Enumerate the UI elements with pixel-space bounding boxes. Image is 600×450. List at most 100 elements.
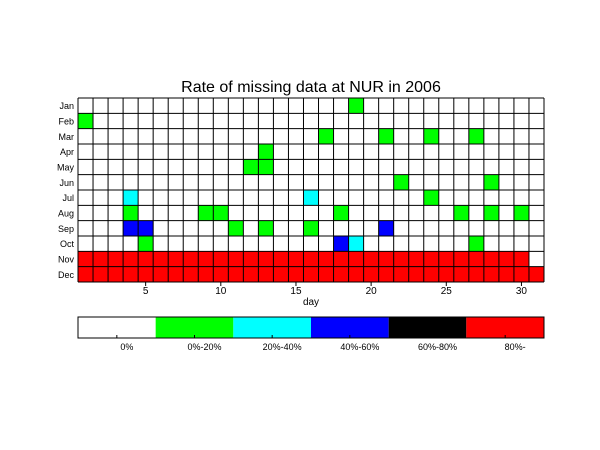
heatmap-cell-apr-28: [483, 144, 499, 160]
heatmap-cell-sep-9: [198, 220, 214, 236]
heatmap-cell-dec-18: [333, 266, 349, 282]
heatmap-cell-may-13: [258, 159, 274, 175]
heatmap-cell-sep-15: [288, 220, 304, 236]
heatmap-cell-jul-22: [393, 190, 409, 206]
heatmap-cell-nov-24: [423, 251, 439, 267]
heatmap-cell-nov-25: [438, 251, 454, 267]
day-tick-20: 20: [366, 286, 378, 297]
heatmap-cell-may-17: [318, 159, 334, 175]
heatmap-cell-nov-9: [198, 251, 214, 267]
heatmap-cell-aug-26: [453, 205, 469, 221]
heatmap-cell-sep-11: [228, 220, 244, 236]
heatmap-cell-may-2: [93, 159, 109, 175]
heatmap-cell-jun-25: [438, 174, 454, 190]
heatmap-cell-dec-16: [303, 266, 319, 282]
heatmap-cell-mar-9: [198, 128, 214, 144]
heatmap-cell-apr-17: [318, 144, 334, 160]
legend-swatch-5: [466, 317, 544, 338]
heatmap-cell-jan-27: [468, 98, 484, 114]
heatmap-cell-sep-18: [333, 220, 349, 236]
heatmap-cell-jul-19: [348, 190, 364, 206]
heatmap-cell-aug-2: [93, 205, 109, 221]
heatmap-cell-jan-5: [138, 98, 154, 114]
heatmap-cell-may-20: [363, 159, 379, 175]
heatmap-cell-nov-8: [183, 251, 199, 267]
heatmap-cell-jan-28: [483, 98, 499, 114]
heatmap-cell-mar-24: [423, 128, 439, 144]
heatmap-cell-jun-2: [93, 174, 109, 190]
heatmap-cell-mar-25: [438, 128, 454, 144]
heatmap-cell-feb-10: [213, 113, 229, 129]
heatmap-cell-mar-8: [183, 128, 199, 144]
heatmap-cell-nov-18: [333, 251, 349, 267]
heatmap-cell-feb-20: [363, 113, 379, 129]
day-tick-10: 10: [215, 286, 227, 297]
month-tick-sep: Sep: [58, 224, 74, 234]
heatmap-cell-jul-29: [498, 190, 514, 206]
heatmap-cell-sep-14: [273, 220, 289, 236]
heatmap-cell-mar-20: [363, 128, 379, 144]
heatmap-cell-jan-22: [393, 98, 409, 114]
heatmap-cell-may-31: [528, 159, 544, 175]
heatmap-cell-aug-15: [288, 205, 304, 221]
heatmap-cell-jul-25: [438, 190, 454, 206]
heatmap-cell-mar-15: [288, 128, 304, 144]
heatmap-cell-jul-18: [333, 190, 349, 206]
heatmap-cell-oct-15: [288, 236, 304, 252]
heatmap-cell-sep-10: [213, 220, 229, 236]
legend-swatch-0: [78, 317, 156, 338]
month-tick-jan: Jan: [59, 101, 74, 111]
heatmap-cell-jun-23: [408, 174, 424, 190]
heatmap-cell-dec-13: [258, 266, 274, 282]
heatmap-cell-aug-6: [153, 205, 169, 221]
heatmap-cell-jul-30: [513, 190, 529, 206]
heatmap-cell-dec-25: [438, 266, 454, 282]
legend-swatch-2: [233, 317, 311, 338]
heatmap-cell-jan-29: [498, 98, 514, 114]
heatmap-cell-dec-10: [213, 266, 229, 282]
heatmap-cell-feb-7: [168, 113, 184, 129]
heatmap-cell-jul-7: [168, 190, 184, 206]
heatmap-cell-jul-23: [408, 190, 424, 206]
heatmap-cell-jul-31: [528, 190, 544, 206]
day-tick-30: 30: [516, 286, 528, 297]
heatmap-cell-apr-26: [453, 144, 469, 160]
heatmap-cell-may-14: [273, 159, 289, 175]
heatmap-cell-jan-11: [228, 98, 244, 114]
heatmap-cell-mar-23: [408, 128, 424, 144]
heatmap-cell-jul-14: [273, 190, 289, 206]
heatmap-cell-dec-11: [228, 266, 244, 282]
heatmap-cell-nov-20: [363, 251, 379, 267]
heatmap-cell-jan-1: [78, 98, 94, 114]
heatmap-cell-aug-30: [513, 205, 529, 221]
heatmap-cell-may-18: [333, 159, 349, 175]
heatmap-cell-jan-4: [123, 98, 139, 114]
heatmap-cell-aug-5: [138, 205, 154, 221]
heatmap-cell-jul-6: [153, 190, 169, 206]
heatmap-cell-feb-12: [243, 113, 259, 129]
heatmap-cell-sep-27: [468, 220, 484, 236]
heatmap-cell-jan-7: [168, 98, 184, 114]
heatmap-cell-oct-18: [333, 236, 349, 252]
heatmap-cell-oct-9: [198, 236, 214, 252]
heatmap-cell-nov-5: [138, 251, 154, 267]
heatmap-cell-feb-3: [108, 113, 124, 129]
heatmap-cell-apr-13: [258, 144, 274, 160]
heatmap-cell-jul-10: [213, 190, 229, 206]
heatmap-cell-may-29: [498, 159, 514, 175]
heatmap-cell-mar-14: [273, 128, 289, 144]
heatmap-cell-apr-4: [123, 144, 139, 160]
heatmap-cell-jun-28: [483, 174, 499, 190]
heatmap-cell-jan-9: [198, 98, 214, 114]
heatmap-cell-may-15: [288, 159, 304, 175]
heatmap-cell-nov-31: [528, 251, 544, 267]
heatmap-cell-apr-19: [348, 144, 364, 160]
legend-label-4: 60%-80%: [418, 342, 457, 352]
month-tick-feb: Feb: [58, 117, 74, 127]
heatmap-cell-mar-21: [378, 128, 394, 144]
heatmap-cell-apr-16: [303, 144, 319, 160]
heatmap-cell-may-24: [423, 159, 439, 175]
heatmap-cell-may-25: [438, 159, 454, 175]
heatmap-grid: [77, 97, 545, 283]
